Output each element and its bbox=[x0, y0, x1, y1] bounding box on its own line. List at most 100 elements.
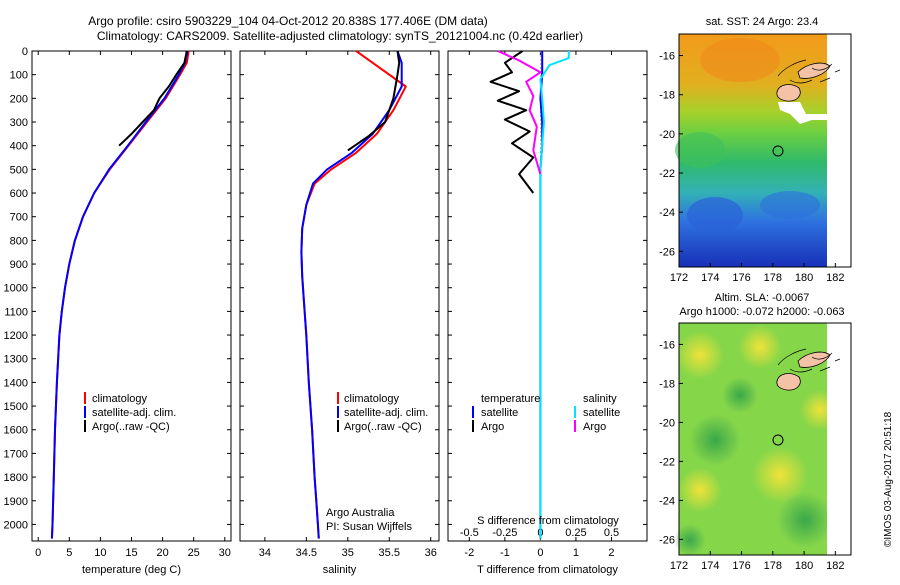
map-x-tick-label: 182 bbox=[826, 560, 844, 572]
island-outline bbox=[777, 59, 841, 84]
legend-salinity-title: salinity bbox=[583, 393, 617, 405]
legend-climatology-label: climatology bbox=[344, 393, 400, 405]
x-tick-label: 0 bbox=[537, 547, 543, 559]
salinity-panel: 34 34.5 35 35.5 36 salinity bbox=[240, 50, 439, 576]
salinity-panel-frame bbox=[239, 50, 440, 542]
x-axis-label: salinity bbox=[323, 564, 357, 576]
sst-map bbox=[675, 33, 852, 268]
sst-cool-patch bbox=[687, 197, 743, 233]
x-axis-label: temperature (deg C) bbox=[82, 564, 181, 576]
map-y-tick-label: -26 bbox=[659, 246, 675, 258]
x-tick-label: 34 bbox=[259, 547, 271, 559]
sst-cool-patch bbox=[760, 191, 820, 219]
y-tick-label: 800 bbox=[10, 235, 28, 247]
island-outline bbox=[777, 348, 841, 373]
sla-low-patch bbox=[777, 492, 833, 548]
x-tick-label: 25 bbox=[188, 547, 200, 559]
header-line1: Argo profile: csiro 5903229_104 04-Oct-2… bbox=[88, 14, 488, 28]
map-y-tick-label: -24 bbox=[659, 495, 675, 507]
sla-low-patch bbox=[722, 377, 758, 413]
y-tick-label: 300 bbox=[10, 117, 28, 129]
map-y-tick-label: -20 bbox=[659, 417, 675, 429]
fiji-island bbox=[776, 373, 801, 391]
sst-warm-patch bbox=[675, 132, 725, 168]
map-y-tick-label: -26 bbox=[659, 534, 675, 546]
legend-argo-label: Argo(..raw -QC) bbox=[92, 421, 170, 433]
difference-panel: -2 -1 0 1 2-0.5 -0.25 0 0.25 0.5T difference fro… bbox=[448, 50, 647, 576]
x-tick-label: 20 bbox=[156, 547, 168, 559]
top-axis-tick-label: -0.5 bbox=[460, 527, 479, 539]
difference-legend: temperature salinity satellite Argo sate… bbox=[472, 393, 620, 433]
series-line bbox=[539, 51, 570, 539]
y-tick-label: 900 bbox=[10, 259, 28, 271]
credit-stamp: ©IMOS 03-Aug-2017 20:51:18 bbox=[883, 411, 894, 547]
legend-argo-label: Argo(..raw -QC) bbox=[344, 421, 422, 433]
sst-warm-patch bbox=[700, 38, 780, 82]
x-tick-label: 2 bbox=[608, 547, 614, 559]
y-tick-label: 600 bbox=[10, 188, 28, 200]
y-tick-label: 700 bbox=[10, 212, 28, 224]
legend-temp-satellite-label: satellite bbox=[481, 407, 518, 419]
top-axis-tick-label: 0.5 bbox=[604, 527, 619, 539]
salinity-legend: climatology satellite-adj. clim. Argo(..… bbox=[337, 392, 428, 433]
y-tick-label: 1500 bbox=[4, 401, 28, 413]
series-line bbox=[300, 50, 403, 539]
series-line bbox=[50, 50, 190, 539]
map-y-tick-label: -16 bbox=[659, 51, 675, 63]
map-x-tick-label: 178 bbox=[764, 272, 782, 284]
sla-map-axes: 172 174 176 178 180 182 -16 -18 -20 -22 -24 -26 bbox=[659, 339, 844, 572]
sla-low-patch bbox=[689, 414, 741, 466]
sla-high-patch bbox=[738, 325, 782, 369]
x-tick-label: -2 bbox=[464, 547, 474, 559]
map-x-tick-label: 176 bbox=[732, 560, 750, 572]
sla-no-data-region bbox=[827, 323, 851, 555]
legend-sal-argo-label: Argo bbox=[583, 421, 606, 433]
y-tick-label: 1200 bbox=[4, 330, 28, 342]
sla-high-patch bbox=[752, 447, 808, 503]
y-tick-label: 200 bbox=[10, 93, 28, 105]
map-y-tick-label: -22 bbox=[659, 168, 675, 180]
x-tick-label: 34.5 bbox=[296, 547, 317, 559]
map-x-tick-label: 174 bbox=[701, 272, 719, 284]
argo-location-marker bbox=[772, 434, 784, 446]
x-tick-label: 15 bbox=[125, 547, 137, 559]
header-line2: Climatology: CARS2009. Satellite-adjuste… bbox=[97, 29, 583, 43]
sst-map-frame bbox=[678, 33, 852, 268]
argo-location-marker bbox=[772, 145, 784, 157]
x-tick-label: 35.5 bbox=[379, 547, 400, 559]
legend-satellite-label: satellite-adj. clim. bbox=[92, 407, 176, 419]
y-tick-label: 2000 bbox=[4, 519, 28, 531]
map-x-tick-label: 174 bbox=[701, 560, 719, 572]
top-axis-tick-label: 0.25 bbox=[565, 527, 586, 539]
series-line bbox=[50, 50, 189, 539]
x-tick-label: 5 bbox=[66, 547, 72, 559]
map-y-tick-label: -20 bbox=[659, 129, 675, 141]
y-tick-label: 1000 bbox=[4, 283, 28, 295]
x-tick-label: 10 bbox=[94, 547, 106, 559]
annotation-pi: PI: Susan Wijffels bbox=[326, 521, 412, 533]
series-line bbox=[497, 50, 542, 175]
map-y-tick-label: -22 bbox=[659, 456, 675, 468]
x-tick-label: 36 bbox=[425, 547, 437, 559]
series-line bbox=[300, 50, 407, 539]
sst-no-data-region bbox=[827, 34, 840, 267]
sst-cloud-mask bbox=[778, 102, 827, 124]
y-tick-label: 400 bbox=[10, 141, 28, 153]
fiji-island bbox=[776, 84, 801, 102]
sst-map-axes: 172 174 176 178 180 182 -16 -18 -20 -22 -24 -26 bbox=[659, 51, 844, 284]
sst-map-title: sat. SST: 24 Argo: 23.4 bbox=[706, 16, 819, 28]
map-x-tick-label: 178 bbox=[764, 560, 782, 572]
sla-map-title-line2: Argo h1000: -0.072 h2000: -0.063 bbox=[679, 306, 844, 318]
series-line bbox=[347, 50, 401, 152]
series-line bbox=[489, 50, 535, 194]
map-x-tick-label: 172 bbox=[670, 560, 688, 572]
temperature-legend: climatology satellite-adj. clim. Argo(..… bbox=[84, 392, 176, 433]
sla-high-patch bbox=[676, 331, 724, 379]
legend-sal-satellite-label: satellite bbox=[583, 407, 620, 419]
x-tick-label: 0 bbox=[35, 547, 41, 559]
map-y-tick-label: -16 bbox=[659, 339, 675, 351]
x-axis-label: T difference from climatology bbox=[477, 564, 618, 576]
sla-low-patch bbox=[674, 524, 706, 556]
top-axis-tick-label: -0.25 bbox=[492, 527, 517, 539]
